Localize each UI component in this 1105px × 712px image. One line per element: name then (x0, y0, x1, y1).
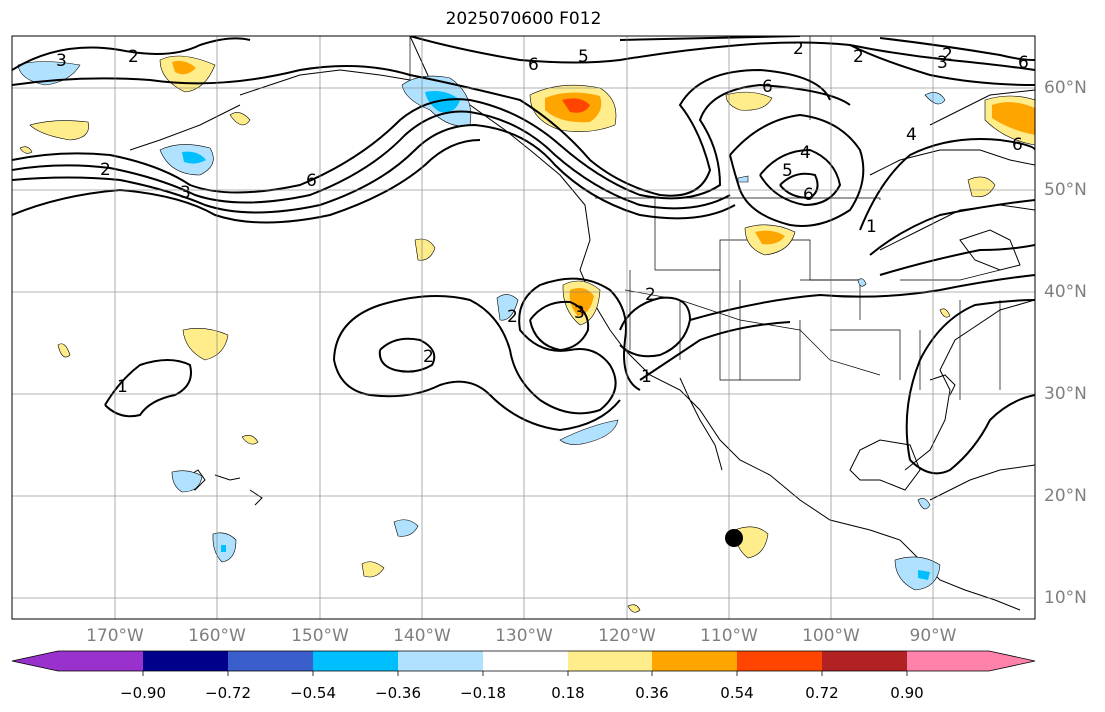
contour-label: 6 (306, 171, 317, 191)
colorbar-tick-label: −0.54 (290, 684, 336, 702)
contour-label: 4 (800, 143, 811, 163)
lon-label: 130°W (495, 626, 553, 646)
colorbar (11, 650, 1036, 676)
contour-label: 4 (906, 125, 917, 145)
contour-label: 1 (641, 367, 652, 387)
contour-label: 1 (117, 377, 128, 397)
lat-label: 30°N (1044, 384, 1087, 404)
shaded-anomalies (17, 55, 1035, 613)
contour-label: 2 (853, 47, 864, 67)
lat-label: 50°N (1044, 180, 1087, 200)
contour-label: 6 (762, 77, 773, 97)
contour-label: 5 (578, 47, 589, 67)
lon-label: 120°W (598, 626, 656, 646)
lat-label: 60°N (1044, 78, 1087, 98)
lat-label: 10°N (1044, 588, 1087, 608)
colorbar-tick-label: 0.36 (635, 684, 669, 702)
lat-label: 40°N (1044, 282, 1087, 302)
contour-label: 5 (782, 161, 793, 181)
contour-label: 2 (942, 45, 953, 65)
political-borders (409, 36, 1001, 400)
contour-label: 1 (866, 217, 877, 237)
lon-label: 90°W (909, 626, 957, 646)
map-title: 2025070600 F012 (445, 9, 602, 29)
contour-label: 2 (423, 347, 434, 367)
storm-position-dot (725, 529, 743, 547)
contour-label: 6 (1012, 135, 1023, 155)
colorbar-tick-label: −0.18 (460, 684, 506, 702)
colorbar-tick-label: 0.54 (720, 684, 754, 702)
colorbar-tick-label: 0.18 (551, 684, 585, 702)
contour-lines (12, 36, 1035, 475)
map-frame (11, 35, 1036, 620)
contour-label: 3 (180, 183, 191, 203)
lon-label: 100°W (802, 626, 860, 646)
contour-label: 3 (56, 51, 67, 71)
gridlines (12, 36, 1035, 619)
colorbar-tick-label: −0.90 (120, 684, 166, 702)
lon-label: 160°W (188, 626, 246, 646)
contour-label: 3 (937, 53, 948, 73)
colorbar-tick-label: −0.72 (205, 684, 251, 702)
lon-label: 140°W (393, 626, 451, 646)
colorbar-extend-high (989, 651, 1035, 671)
contour-label: 2 (507, 307, 518, 327)
lon-label: 150°W (291, 626, 349, 646)
contour-label: 2 (645, 285, 656, 305)
contour-label: 3 (574, 303, 585, 323)
lon-label: 170°W (86, 626, 144, 646)
lat-label: 20°N (1044, 486, 1087, 506)
contour-label: 6 (803, 185, 814, 205)
contour-label: 6 (1018, 53, 1029, 73)
contour-label: 2 (100, 160, 111, 180)
colorbar-tick-label: 0.72 (805, 684, 839, 702)
colorbar-tick-label: −0.36 (375, 684, 421, 702)
contour-label: 2 (793, 39, 804, 59)
colorbar-extend-low (12, 651, 58, 671)
contour-label: 6 (528, 55, 539, 75)
contour-labels: 3 2 2 3 6 5 6 2 2 3 6 6 5 4 6 4 6 2 2 2 … (56, 39, 1029, 397)
contour-label: 2 (128, 47, 139, 67)
colorbar-tick-label: 0.90 (890, 684, 924, 702)
lon-label: 110°W (700, 626, 758, 646)
